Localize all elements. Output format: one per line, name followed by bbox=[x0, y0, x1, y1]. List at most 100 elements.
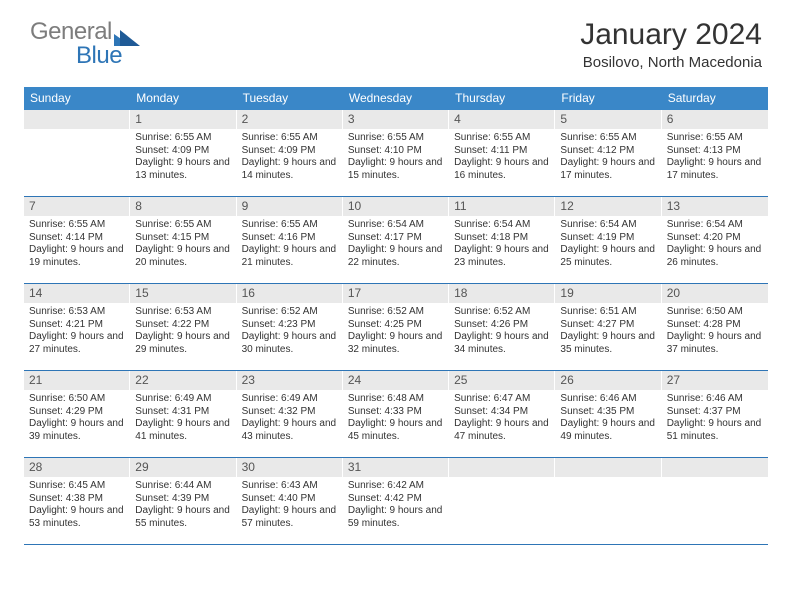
day-number: 6 bbox=[662, 110, 768, 129]
day-cell: 15Sunrise: 6:53 AMSunset: 4:22 PMDayligh… bbox=[130, 284, 236, 370]
day-info-line: Sunset: 4:09 PM bbox=[135, 145, 231, 158]
week-row: 21Sunrise: 6:50 AMSunset: 4:29 PMDayligh… bbox=[24, 371, 768, 458]
day-info-line: Sunrise: 6:43 AM bbox=[242, 480, 338, 493]
day-info-line: Daylight: 9 hours and 29 minutes. bbox=[135, 331, 231, 356]
day-info-line: Sunset: 4:14 PM bbox=[29, 232, 125, 245]
day-info-line: Sunrise: 6:49 AM bbox=[242, 393, 338, 406]
day-content: Sunrise: 6:55 AMSunset: 4:14 PMDaylight:… bbox=[24, 216, 130, 273]
day-info-line: Sunrise: 6:54 AM bbox=[667, 219, 763, 232]
day-info-line: Sunset: 4:15 PM bbox=[135, 232, 231, 245]
logo: GeneralBlue bbox=[30, 18, 140, 70]
day-content: Sunrise: 6:45 AMSunset: 4:38 PMDaylight:… bbox=[24, 477, 130, 534]
weekday-header: Friday bbox=[555, 87, 661, 110]
day-cell bbox=[555, 458, 661, 544]
day-info-line: Sunset: 4:23 PM bbox=[242, 319, 338, 332]
day-info-line: Daylight: 9 hours and 13 minutes. bbox=[135, 157, 231, 182]
day-info-line: Daylight: 9 hours and 41 minutes. bbox=[135, 418, 231, 443]
day-info-line: Daylight: 9 hours and 17 minutes. bbox=[560, 157, 656, 182]
day-content bbox=[24, 129, 130, 136]
day-info-line: Sunrise: 6:53 AM bbox=[29, 306, 125, 319]
day-cell bbox=[662, 458, 768, 544]
day-cell: 11Sunrise: 6:54 AMSunset: 4:18 PMDayligh… bbox=[449, 197, 555, 283]
day-info-line: Sunrise: 6:51 AM bbox=[560, 306, 656, 319]
day-content: Sunrise: 6:54 AMSunset: 4:20 PMDaylight:… bbox=[662, 216, 768, 273]
week-row: 14Sunrise: 6:53 AMSunset: 4:21 PMDayligh… bbox=[24, 284, 768, 371]
day-number: 22 bbox=[130, 371, 236, 390]
day-info-line: Sunrise: 6:46 AM bbox=[560, 393, 656, 406]
day-number: 29 bbox=[130, 458, 236, 477]
day-info-line: Daylight: 9 hours and 26 minutes. bbox=[667, 244, 763, 269]
day-info-line: Daylight: 9 hours and 45 minutes. bbox=[348, 418, 444, 443]
logo-text-blue: Blue bbox=[76, 42, 122, 70]
day-info-line: Sunset: 4:12 PM bbox=[560, 145, 656, 158]
day-cell: 30Sunrise: 6:43 AMSunset: 4:40 PMDayligh… bbox=[237, 458, 343, 544]
day-info-line: Sunrise: 6:52 AM bbox=[454, 306, 550, 319]
day-number: 24 bbox=[343, 371, 449, 390]
day-info-line: Sunset: 4:16 PM bbox=[242, 232, 338, 245]
day-info-line: Sunrise: 6:53 AM bbox=[135, 306, 231, 319]
day-cell: 16Sunrise: 6:52 AMSunset: 4:23 PMDayligh… bbox=[237, 284, 343, 370]
day-info-line: Daylight: 9 hours and 17 minutes. bbox=[667, 157, 763, 182]
day-info-line: Sunset: 4:28 PM bbox=[667, 319, 763, 332]
day-cell: 8Sunrise: 6:55 AMSunset: 4:15 PMDaylight… bbox=[130, 197, 236, 283]
day-info-line: Sunset: 4:11 PM bbox=[454, 145, 550, 158]
day-cell: 20Sunrise: 6:50 AMSunset: 4:28 PMDayligh… bbox=[662, 284, 768, 370]
weekday-header: Tuesday bbox=[237, 87, 343, 110]
day-info-line: Daylight: 9 hours and 39 minutes. bbox=[29, 418, 125, 443]
day-content: Sunrise: 6:44 AMSunset: 4:39 PMDaylight:… bbox=[130, 477, 236, 534]
day-info-line: Sunset: 4:29 PM bbox=[29, 406, 125, 419]
day-cell: 22Sunrise: 6:49 AMSunset: 4:31 PMDayligh… bbox=[130, 371, 236, 457]
day-info-line: Daylight: 9 hours and 32 minutes. bbox=[348, 331, 444, 356]
day-info-line: Daylight: 9 hours and 27 minutes. bbox=[29, 331, 125, 356]
day-cell: 23Sunrise: 6:49 AMSunset: 4:32 PMDayligh… bbox=[237, 371, 343, 457]
day-info-line: Sunrise: 6:55 AM bbox=[242, 132, 338, 145]
day-info-line: Sunrise: 6:54 AM bbox=[454, 219, 550, 232]
day-content: Sunrise: 6:47 AMSunset: 4:34 PMDaylight:… bbox=[449, 390, 555, 447]
day-info-line: Sunset: 4:37 PM bbox=[667, 406, 763, 419]
day-info-line: Daylight: 9 hours and 57 minutes. bbox=[242, 505, 338, 530]
day-content: Sunrise: 6:55 AMSunset: 4:13 PMDaylight:… bbox=[662, 129, 768, 186]
day-number: 7 bbox=[24, 197, 130, 216]
day-content: Sunrise: 6:53 AMSunset: 4:22 PMDaylight:… bbox=[130, 303, 236, 360]
day-number: 25 bbox=[449, 371, 555, 390]
page-subtitle: Bosilovo, North Macedonia bbox=[580, 54, 762, 71]
day-info-line: Sunset: 4:32 PM bbox=[242, 406, 338, 419]
day-info-line: Daylight: 9 hours and 21 minutes. bbox=[242, 244, 338, 269]
day-cell: 14Sunrise: 6:53 AMSunset: 4:21 PMDayligh… bbox=[24, 284, 130, 370]
day-info-line: Sunrise: 6:55 AM bbox=[454, 132, 550, 145]
day-info-line: Sunset: 4:09 PM bbox=[242, 145, 338, 158]
weekday-header: Wednesday bbox=[343, 87, 449, 110]
week-row: 28Sunrise: 6:45 AMSunset: 4:38 PMDayligh… bbox=[24, 458, 768, 545]
day-info-line: Daylight: 9 hours and 51 minutes. bbox=[667, 418, 763, 443]
day-info-line: Daylight: 9 hours and 15 minutes. bbox=[348, 157, 444, 182]
day-info-line: Sunset: 4:25 PM bbox=[348, 319, 444, 332]
day-info-line: Daylight: 9 hours and 20 minutes. bbox=[135, 244, 231, 269]
day-info-line: Sunset: 4:20 PM bbox=[667, 232, 763, 245]
day-cell: 28Sunrise: 6:45 AMSunset: 4:38 PMDayligh… bbox=[24, 458, 130, 544]
week-row: 7Sunrise: 6:55 AMSunset: 4:14 PMDaylight… bbox=[24, 197, 768, 284]
day-info-line: Daylight: 9 hours and 23 minutes. bbox=[454, 244, 550, 269]
day-number: 1 bbox=[130, 110, 236, 129]
day-cell: 9Sunrise: 6:55 AMSunset: 4:16 PMDaylight… bbox=[237, 197, 343, 283]
day-content: Sunrise: 6:49 AMSunset: 4:31 PMDaylight:… bbox=[130, 390, 236, 447]
day-cell: 25Sunrise: 6:47 AMSunset: 4:34 PMDayligh… bbox=[449, 371, 555, 457]
day-info-line: Sunset: 4:42 PM bbox=[348, 493, 444, 506]
day-number: 19 bbox=[555, 284, 661, 303]
day-number: 13 bbox=[662, 197, 768, 216]
day-content: Sunrise: 6:48 AMSunset: 4:33 PMDaylight:… bbox=[343, 390, 449, 447]
day-info-line: Daylight: 9 hours and 35 minutes. bbox=[560, 331, 656, 356]
day-number bbox=[555, 458, 661, 477]
week-row: 1Sunrise: 6:55 AMSunset: 4:09 PMDaylight… bbox=[24, 110, 768, 197]
day-number: 18 bbox=[449, 284, 555, 303]
day-info-line: Sunset: 4:35 PM bbox=[560, 406, 656, 419]
day-info-line: Sunrise: 6:45 AM bbox=[29, 480, 125, 493]
day-content: Sunrise: 6:50 AMSunset: 4:29 PMDaylight:… bbox=[24, 390, 130, 447]
day-content: Sunrise: 6:55 AMSunset: 4:09 PMDaylight:… bbox=[130, 129, 236, 186]
day-content: Sunrise: 6:50 AMSunset: 4:28 PMDaylight:… bbox=[662, 303, 768, 360]
title-block: January 2024 Bosilovo, North Macedonia bbox=[580, 18, 762, 71]
day-content: Sunrise: 6:54 AMSunset: 4:17 PMDaylight:… bbox=[343, 216, 449, 273]
day-cell: 3Sunrise: 6:55 AMSunset: 4:10 PMDaylight… bbox=[343, 110, 449, 196]
day-number: 4 bbox=[449, 110, 555, 129]
day-info-line: Daylight: 9 hours and 22 minutes. bbox=[348, 244, 444, 269]
day-number bbox=[662, 458, 768, 477]
